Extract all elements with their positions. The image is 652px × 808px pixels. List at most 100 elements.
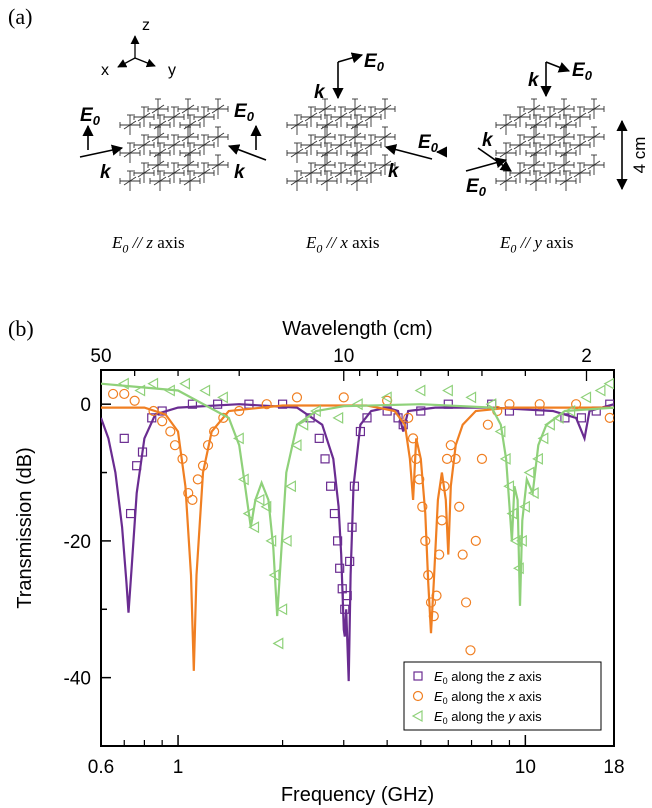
data-point	[260, 500, 272, 513]
caption-e0-x: E0 // x axis	[306, 233, 380, 256]
data-point	[460, 597, 472, 608]
data-point	[119, 433, 129, 443]
data-point	[290, 439, 302, 452]
data-point	[428, 611, 439, 622]
e-field-label: E0	[572, 60, 593, 83]
data-point	[276, 603, 288, 616]
data-point	[342, 590, 352, 601]
data-point	[403, 412, 414, 423]
k-vector-label: k	[314, 82, 326, 103]
axis-label-y: y	[168, 62, 176, 79]
data-point	[470, 535, 481, 547]
series-curve	[101, 404, 614, 671]
data-point	[414, 474, 425, 485]
data-point	[187, 494, 198, 505]
e-field-label: E0	[234, 101, 255, 124]
x-tick-label: 0.6	[88, 757, 114, 778]
e-field-label: E0	[364, 51, 385, 74]
data-point	[465, 645, 476, 656]
data-point	[237, 473, 249, 486]
data-point	[137, 447, 148, 457]
x2-axis-label: Wavelength (cm)	[282, 318, 432, 340]
k-vector-arrow	[477, 147, 512, 172]
data-point	[537, 432, 549, 445]
data-point	[425, 597, 437, 608]
y-tick-label: -20	[64, 532, 91, 553]
data-point	[202, 440, 214, 451]
data-point	[332, 411, 344, 424]
e-field-arrow	[545, 61, 571, 73]
panel-a-label: (a)	[8, 4, 33, 29]
k-vector-arrow	[227, 144, 267, 161]
data-point	[516, 534, 527, 547]
data-point	[570, 399, 582, 410]
panel-b-label: (b)	[8, 316, 34, 341]
caption-e0-z: E0 // z axis	[112, 233, 185, 256]
x2-tick-label: 10	[333, 346, 354, 367]
data-point	[439, 481, 450, 492]
data-point	[442, 384, 453, 397]
data-point	[147, 413, 157, 423]
data-point	[594, 384, 606, 397]
data-point	[552, 411, 564, 424]
x-tick-label: 18	[603, 757, 624, 778]
data-point	[242, 507, 254, 520]
data-point	[362, 413, 372, 423]
data-point	[393, 413, 403, 423]
legend-marker	[412, 690, 424, 702]
legend-label: E0 along the z axis	[434, 669, 542, 686]
data-point	[253, 493, 265, 506]
data-point	[564, 404, 576, 418]
data-point	[347, 522, 357, 532]
data-point	[534, 399, 545, 410]
data-point	[351, 398, 363, 411]
lattice-diagram: z x y E0 k E0 k E0 k E0 k E0 k k E0	[79, 17, 649, 199]
data-point	[119, 388, 130, 400]
data-point	[465, 391, 477, 404]
data-point	[503, 480, 515, 493]
data-point	[485, 398, 497, 411]
data-point	[603, 377, 614, 390]
data-point	[434, 549, 445, 560]
data-point	[506, 507, 518, 520]
data-point	[291, 392, 303, 403]
data-point	[164, 384, 175, 397]
legend-marker	[413, 671, 423, 681]
data-point	[125, 508, 136, 519]
data-point	[544, 418, 555, 431]
k-vector-arrow	[384, 144, 433, 160]
k-vector-label: k	[528, 70, 540, 91]
data-point	[407, 433, 419, 444]
data-point	[248, 521, 260, 534]
data-point	[340, 604, 350, 614]
x2-tick-label: 2	[581, 346, 592, 367]
data-point	[519, 500, 530, 513]
data-point	[499, 452, 511, 465]
data-point	[332, 536, 343, 546]
data-point	[414, 384, 426, 397]
e-field-arrow	[465, 157, 508, 172]
data-point	[441, 453, 453, 464]
data-point	[416, 406, 426, 416]
e-field-label: E0	[466, 176, 487, 199]
data-point	[265, 534, 277, 547]
data-point	[417, 501, 428, 512]
axis-label-x: x	[101, 62, 109, 79]
data-point	[320, 454, 330, 464]
x-tick-label: 1	[173, 757, 184, 778]
data-point	[187, 399, 198, 409]
e-field-label: E0	[80, 105, 101, 128]
legend-marker	[411, 709, 423, 723]
data-point	[335, 563, 345, 573]
data-point	[132, 461, 142, 471]
data-point	[310, 404, 321, 418]
series-curve	[101, 382, 614, 617]
data-point	[345, 556, 355, 567]
caption-e0-y: E0 // y axis	[500, 233, 574, 256]
data-point	[326, 481, 336, 491]
k-vector-label: k	[100, 162, 112, 183]
data-point	[527, 487, 539, 500]
data-point	[177, 453, 188, 464]
data-point	[523, 466, 535, 479]
